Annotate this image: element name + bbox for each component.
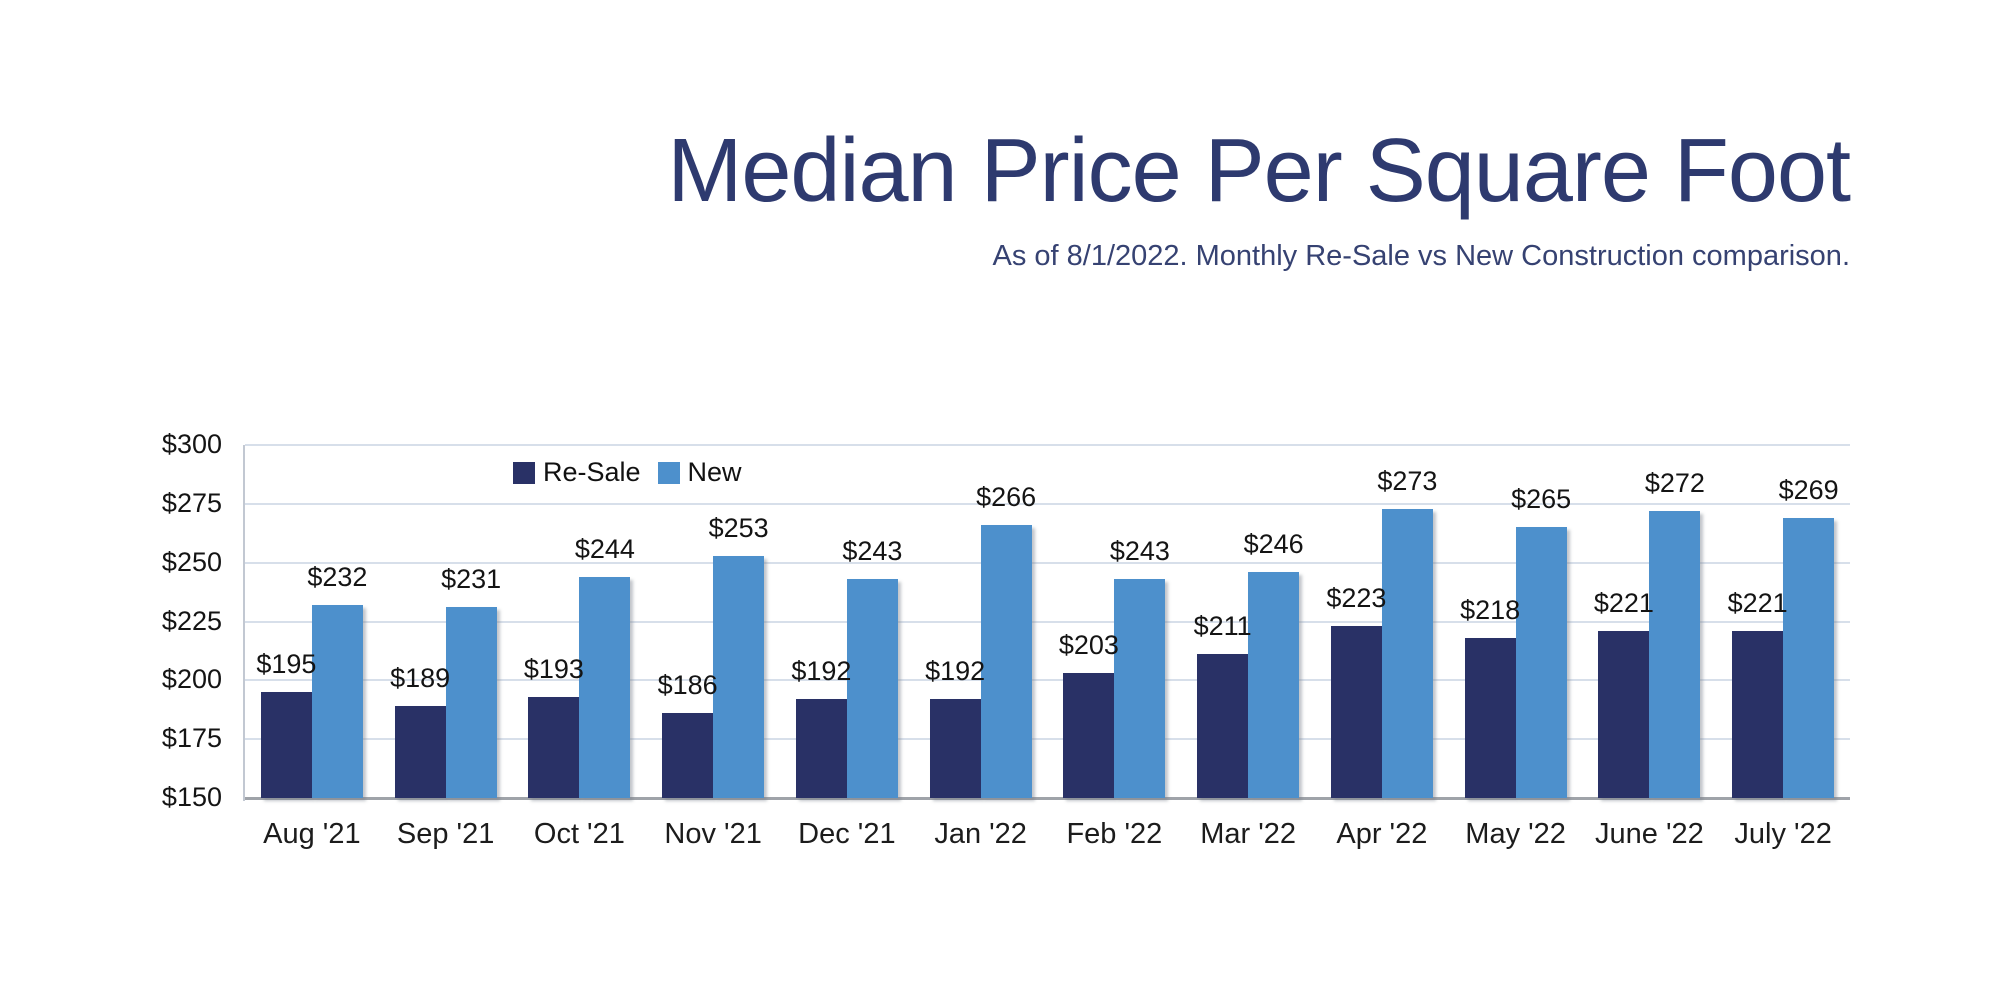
- x-axis-category-label: Sep '21: [396, 818, 495, 850]
- bar-group-6: $192 $266: [914, 445, 1048, 798]
- legend-item-resale: Re-Sale: [513, 457, 641, 488]
- new-bar-1: [311, 605, 363, 798]
- new-value-label-12: $269: [1778, 474, 1839, 505]
- new-bar-5: [846, 579, 898, 798]
- chart-title: Median Price Per Square Foot: [667, 121, 1851, 221]
- legend-item-new: New: [657, 457, 742, 488]
- new-legend-swatch-icon: [657, 461, 680, 484]
- x-axis-category-label: July '22: [1734, 818, 1832, 850]
- new-bar-10: [1515, 527, 1567, 798]
- resale-bar-5: [795, 699, 847, 798]
- resale-value-label-11: $221: [1593, 587, 1654, 618]
- resale-value-label-1: $195: [256, 649, 317, 680]
- new-bar-2: [445, 607, 497, 798]
- resale-bar-1: [260, 692, 312, 798]
- chart-subtitle: As of 8/1/2022. Monthly Re-Sale vs New C…: [992, 240, 1850, 272]
- resale-value-label-12: $221: [1727, 587, 1788, 618]
- plot-area: Re-Sale New $195 $232 $189 $231 $193 $244 $186…: [243, 444, 1850, 801]
- resale-value-label-7: $203: [1058, 630, 1119, 661]
- y-axis-tick-label: $250: [161, 546, 222, 577]
- new-bar-3: [579, 576, 631, 798]
- x-axis-category-label: Nov '21: [664, 818, 762, 850]
- new-bar-6: [980, 525, 1032, 798]
- x-axis-category-label: May '22: [1465, 818, 1566, 850]
- gridline-300: [245, 444, 1850, 446]
- new-value-label-8: $246: [1243, 529, 1304, 560]
- resale-value-label-5: $192: [791, 656, 852, 687]
- resale-value-label-2: $189: [390, 663, 451, 694]
- x-axis-category-label: Apr '22: [1336, 818, 1428, 850]
- resale-bar-11: [1598, 630, 1650, 798]
- legend-label-resale: Re-Sale: [543, 457, 641, 487]
- new-value-label-2: $231: [441, 564, 502, 595]
- new-bar-11: [1649, 510, 1701, 798]
- x-axis-category-label: Oct '21: [533, 818, 625, 850]
- bar-group-4: $186 $253: [646, 445, 780, 798]
- gridline-250: [245, 561, 1850, 564]
- new-value-label-6: $266: [976, 482, 1037, 513]
- resale-legend-swatch-icon: [513, 461, 535, 484]
- y-axis-line: [243, 445, 245, 801]
- new-value-label-1: $232: [307, 562, 368, 593]
- bar-group-9: $223 $273: [1315, 445, 1449, 798]
- resale-bar-8: [1197, 654, 1249, 798]
- x-axis-category-label: June '22: [1595, 818, 1704, 850]
- new-value-label-9: $273: [1377, 465, 1438, 496]
- new-value-label-7: $243: [1109, 536, 1170, 567]
- y-axis-tick-label: $175: [161, 723, 222, 754]
- bar-group-1: $195 $232: [245, 445, 379, 798]
- resale-value-label-4: $186: [657, 670, 718, 701]
- x-axis-category-label: Dec '21: [798, 818, 896, 850]
- bar-group-5: $192 $243: [780, 445, 914, 798]
- gridline-175: [245, 738, 1850, 741]
- legend-label-new: New: [687, 457, 742, 487]
- y-axis-tick-label: $150: [161, 782, 222, 812]
- resale-bar-10: [1464, 637, 1516, 798]
- resale-bar-9: [1330, 626, 1382, 798]
- gridline-225: [245, 620, 1850, 623]
- y-axis-tick-label: $225: [161, 605, 222, 636]
- new-value-label-3: $244: [574, 533, 635, 564]
- resale-bar-7: [1063, 673, 1115, 798]
- new-value-label-11: $272: [1644, 467, 1705, 498]
- resale-value-label-10: $218: [1460, 594, 1521, 625]
- x-axis-category-label: Feb '22: [1066, 818, 1163, 850]
- resale-value-label-6: $192: [925, 656, 986, 687]
- x-axis-category-label: Aug '21: [263, 818, 361, 850]
- resale-value-label-9: $223: [1326, 583, 1387, 614]
- legend: Re-Sale New: [513, 457, 742, 488]
- new-bar-4: [713, 555, 765, 798]
- bar-group-8: $211 $246: [1181, 445, 1315, 798]
- new-value-label-5: $243: [842, 536, 903, 567]
- resale-bar-3: [528, 696, 580, 798]
- y-axis-tick-label: $275: [161, 487, 222, 518]
- bar-group-7: $203 $243: [1048, 445, 1182, 798]
- x-axis-category-label: Jan '22: [934, 818, 1027, 850]
- new-bar-9: [1381, 508, 1433, 798]
- resale-value-label-3: $193: [523, 653, 584, 684]
- resale-bar-4: [662, 713, 714, 798]
- resale-bar-6: [929, 699, 981, 798]
- bar-group-10: $218 $265: [1449, 445, 1583, 798]
- gridline-200: [245, 679, 1850, 682]
- bar-group-11: $221 $272: [1583, 445, 1717, 798]
- y-axis-tick-label: $300: [161, 429, 222, 459]
- new-value-label-4: $253: [708, 512, 769, 543]
- bar-group-2: $189 $231: [379, 445, 513, 798]
- bar-group-12: $221 $269: [1716, 445, 1850, 798]
- gridline-275: [245, 502, 1850, 505]
- new-bar-12: [1783, 517, 1835, 798]
- resale-value-label-8: $211: [1193, 611, 1252, 642]
- y-axis-tick-label: $200: [161, 664, 222, 695]
- new-bar-8: [1248, 572, 1300, 798]
- resale-bar-12: [1732, 630, 1784, 798]
- new-value-label-10: $265: [1511, 484, 1572, 515]
- x-axis-category-label: Mar '22: [1200, 818, 1297, 850]
- resale-bar-2: [394, 706, 446, 798]
- new-bar-7: [1114, 579, 1166, 798]
- x-axis-baseline: [245, 797, 1850, 800]
- bar-group-3: $193 $244: [513, 445, 647, 798]
